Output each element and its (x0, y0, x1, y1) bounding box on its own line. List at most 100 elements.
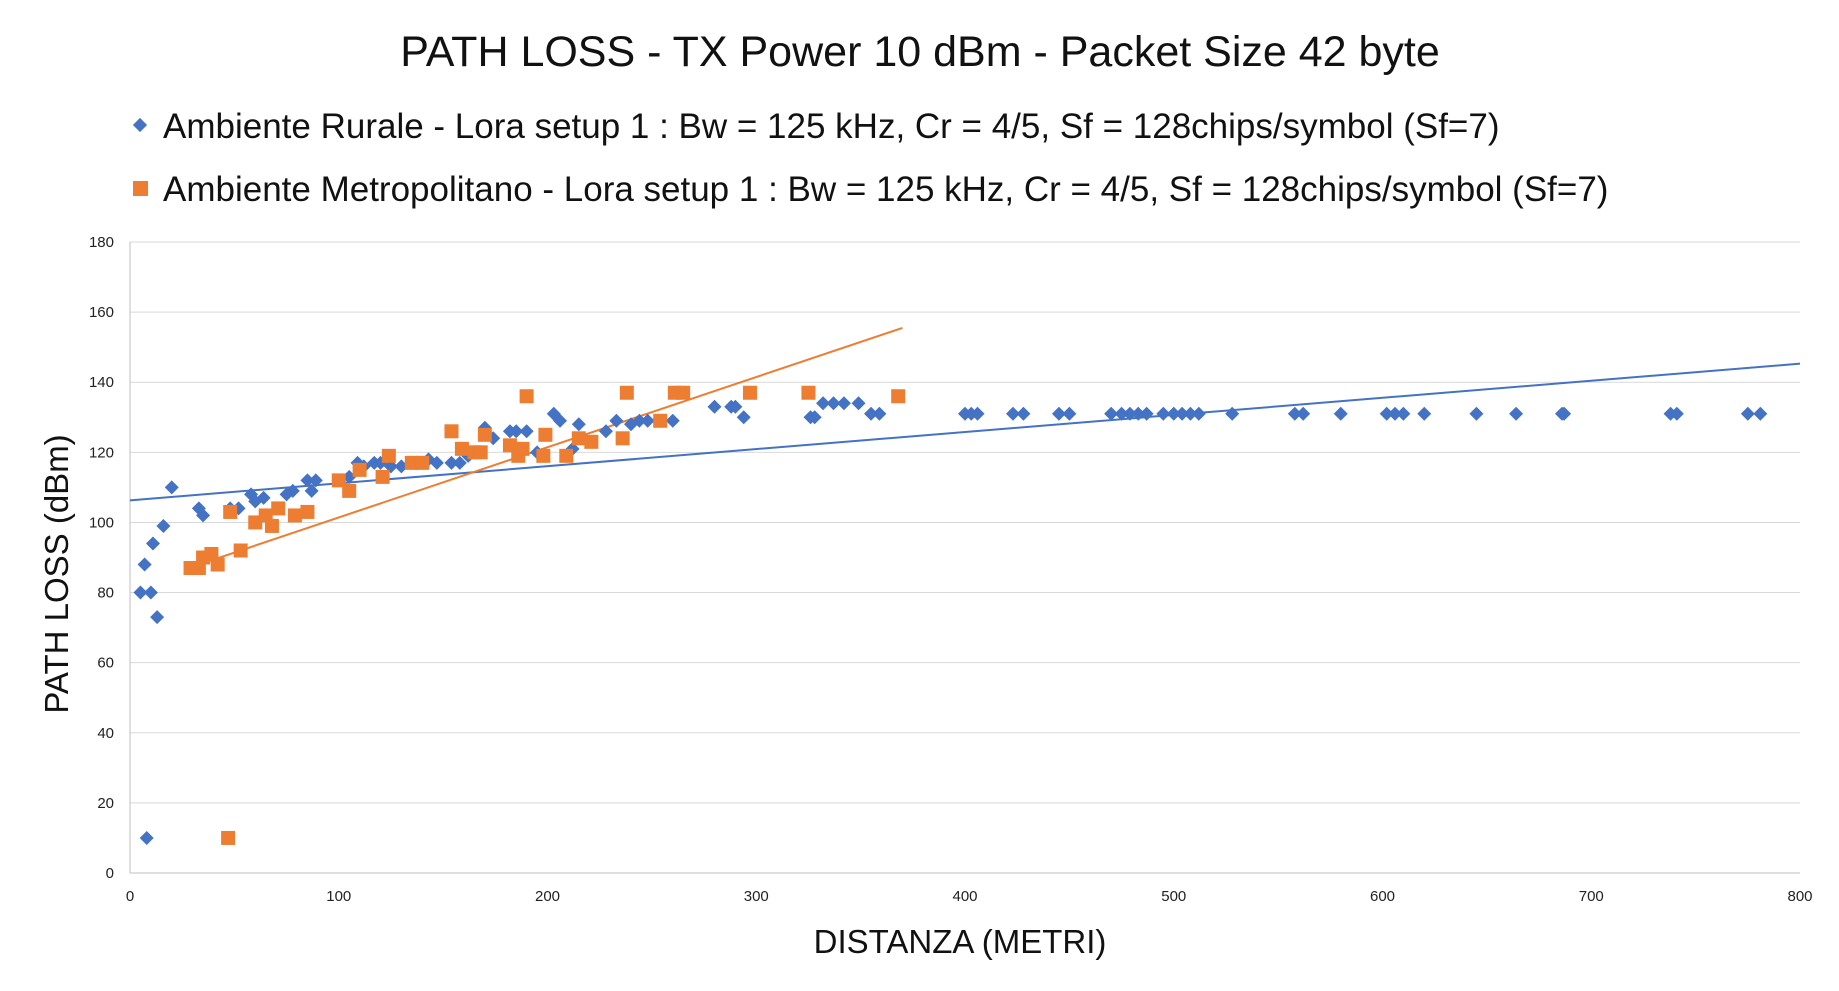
point-rurale (553, 413, 568, 428)
point-rurale (728, 399, 743, 414)
x-tick-label: 500 (1161, 888, 1186, 905)
point-rurale (1740, 406, 1755, 421)
y-tick-label: 100 (89, 514, 114, 531)
point-metropolitano (287, 508, 302, 523)
point-rurale (1191, 406, 1206, 421)
point-rurale (864, 406, 879, 421)
trendlines (129, 326, 1801, 569)
point-rurale (1016, 406, 1031, 421)
y-tick-label: 180 (89, 234, 114, 251)
point-rurale (640, 413, 655, 428)
x-tick-label: 200 (535, 888, 560, 905)
point-rurale (383, 459, 398, 474)
point-metropolitano (742, 385, 757, 400)
point-metropolitano (559, 448, 574, 463)
point-metropolitano (515, 441, 530, 456)
point-rurale (444, 455, 459, 470)
point-rurale (1139, 406, 1154, 421)
point-metropolitano (375, 469, 390, 484)
point-metropolitano (415, 455, 430, 470)
point-metropolitano (473, 445, 488, 460)
point-rurale (1287, 406, 1302, 421)
x-tick-label: 400 (952, 888, 977, 905)
point-rurale (150, 610, 165, 625)
x-tick-label: 300 (744, 888, 769, 905)
point-metropolitano (538, 427, 553, 442)
point-rurale (872, 406, 887, 421)
x-tick-label: 600 (1370, 888, 1395, 905)
point-rurale (304, 483, 319, 498)
point-rurale (285, 483, 300, 498)
y-axis-label: PATH LOSS (dBm) (38, 434, 75, 713)
point-rurale (1557, 406, 1572, 421)
point-rurale (145, 536, 160, 551)
point-rurale (1296, 406, 1311, 421)
axes: 0 20 40 60 80 100 120 140 160 180 0 100 200 300 400 500… (89, 234, 1813, 905)
point-metropolitano (264, 518, 279, 533)
point-rurale (970, 406, 985, 421)
chart-title: PATH LOSS - TX Power 10 dBm - Packet Siz… (400, 28, 1440, 76)
point-rurale (133, 585, 148, 600)
point-metropolitano (619, 385, 634, 400)
point-metropolitano (204, 546, 219, 561)
point-rurale (1417, 406, 1432, 421)
point-rurale (1333, 406, 1348, 421)
y-tick-label: 80 (97, 585, 114, 602)
point-rurale (164, 480, 179, 495)
point-metropolitano (444, 424, 459, 439)
point-rurale (1183, 406, 1198, 421)
point-rurale (1122, 406, 1137, 421)
point-metropolitano (477, 427, 492, 442)
point-metropolitano (615, 431, 630, 446)
point-rurale (1469, 406, 1484, 421)
point-rurale (1669, 406, 1684, 421)
point-rurale (836, 396, 851, 411)
point-rurale (191, 501, 206, 516)
point-rurale (816, 396, 831, 411)
x-tick-label: 800 (1787, 888, 1812, 905)
point-metropolitano (300, 504, 315, 519)
point-rurale (1006, 406, 1021, 421)
y-tick-label: 160 (89, 304, 114, 321)
point-metropolitano (536, 448, 551, 463)
point-metropolitano (233, 543, 248, 558)
point-rurale (139, 830, 154, 845)
legend-label-rurale: Ambiente Rurale - Lora setup 1 : Bw = 12… (163, 107, 1499, 146)
legend: Ambiente Rurale - Lora setup 1 : Bw = 12… (132, 107, 1608, 209)
point-metropolitano (502, 438, 517, 453)
point-metropolitano (519, 389, 534, 404)
y-tick-label: 120 (89, 444, 114, 461)
y-tick-label: 40 (97, 725, 114, 742)
point-rurale (1166, 406, 1181, 421)
point-rurale (231, 501, 246, 516)
point-metropolitano (271, 501, 286, 516)
point-rurale (1051, 406, 1066, 421)
point-rurale (736, 410, 751, 425)
point-rurale (300, 473, 315, 488)
x-tick-label: 0 (126, 888, 134, 905)
point-metropolitano (221, 830, 236, 845)
trendline-series-2 (190, 326, 903, 569)
x-axis-label: DISTANZA (METRI) (814, 923, 1107, 960)
point-metropolitano (584, 434, 599, 449)
legend-marker-rurale (132, 117, 148, 133)
point-rurale (826, 396, 841, 411)
point-rurale (452, 455, 467, 470)
point-rurale (807, 410, 822, 425)
point-metropolitano (571, 431, 586, 446)
point-rurale (707, 399, 722, 414)
point-rurale (1379, 406, 1394, 421)
point-rurale (1156, 406, 1171, 421)
point-metropolitano (352, 462, 367, 477)
point-rurale (1396, 406, 1411, 421)
trendline-series-1 (129, 362, 1801, 502)
point-metropolitano (653, 413, 668, 428)
point-rurale (509, 424, 524, 439)
point-rurale (256, 490, 271, 505)
point-metropolitano (676, 385, 691, 400)
point-metropolitano (454, 441, 469, 456)
point-rurale (196, 508, 211, 523)
point-metropolitano (801, 385, 816, 400)
point-rurale (143, 585, 158, 600)
